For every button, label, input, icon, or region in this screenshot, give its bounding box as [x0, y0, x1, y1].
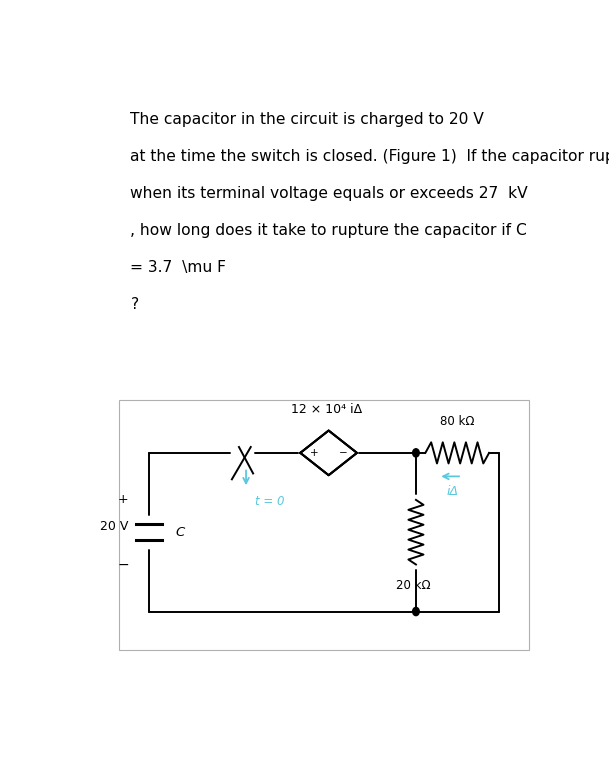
Bar	[119, 400, 529, 650]
Text: 12 × 10⁴ iΔ: 12 × 10⁴ iΔ	[290, 403, 362, 416]
Text: −: −	[118, 558, 129, 571]
Circle shape	[413, 607, 419, 616]
Text: at the time the switch is closed. (Figure 1)  If the capacitor ruptures: at the time the switch is closed. (Figur…	[130, 149, 609, 164]
Text: ?: ?	[130, 297, 139, 312]
Circle shape	[413, 449, 419, 457]
Text: +: +	[310, 448, 319, 458]
Text: = 3.7  \mu F: = 3.7 \mu F	[130, 260, 227, 275]
Text: 20 V: 20 V	[100, 520, 128, 533]
Polygon shape	[300, 430, 357, 475]
Text: , how long does it take to rupture the capacitor if C: , how long does it take to rupture the c…	[130, 223, 527, 238]
Text: −: −	[339, 448, 347, 458]
Text: +: +	[118, 494, 128, 507]
Text: t = 0: t = 0	[256, 495, 285, 508]
Text: C: C	[175, 526, 185, 539]
Text: 80 kΩ: 80 kΩ	[440, 414, 474, 427]
Text: 20 kΩ: 20 kΩ	[396, 579, 431, 592]
Text: when its terminal voltage equals or exceeds 27  kV: when its terminal voltage equals or exce…	[130, 186, 528, 201]
Text: iΔ: iΔ	[446, 485, 459, 498]
Text: The capacitor in the circuit is charged to 20 V: The capacitor in the circuit is charged …	[130, 112, 484, 127]
